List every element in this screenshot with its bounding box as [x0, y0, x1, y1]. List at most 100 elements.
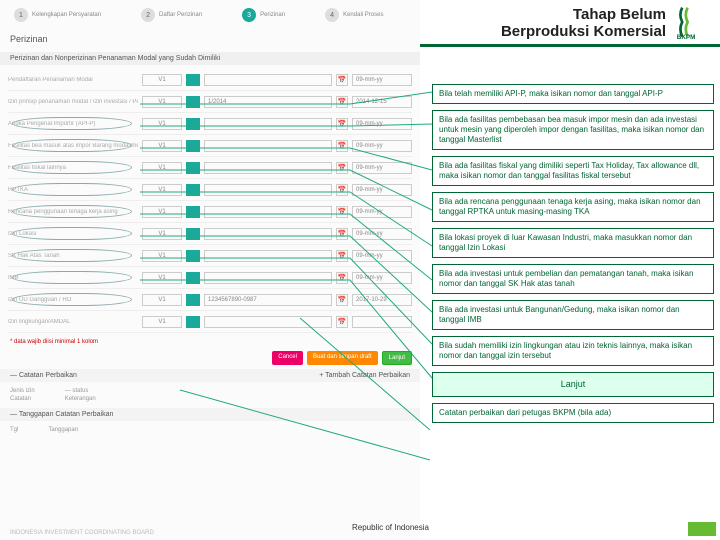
- row-select[interactable]: V1: [142, 250, 182, 262]
- calendar-icon[interactable]: 📅: [336, 96, 348, 108]
- calendar-icon[interactable]: 📅: [336, 294, 348, 306]
- lb2: Keterangan: [65, 396, 96, 402]
- form-row: SK Hak Atas TanahV1📅09-mm-yy: [8, 245, 412, 267]
- row-input[interactable]: 1/2014: [204, 96, 332, 108]
- ellipse-highlight: [12, 227, 132, 240]
- row-date[interactable]: 09-mm-yy: [352, 140, 412, 152]
- row-input[interactable]: [204, 206, 332, 218]
- lower-cols: Jenis izin Catatan — status Keterangan: [0, 382, 420, 408]
- form-row: Rencana penggunaan tenaga kerja asingV1📅…: [8, 201, 412, 223]
- row-date[interactable]: [352, 316, 412, 328]
- row-select[interactable]: V1: [142, 140, 182, 152]
- form-row: IMBV1📅09-mm-yy: [8, 267, 412, 289]
- form-buttons: Cancel Buat dan simpan draft Lanjut: [0, 347, 420, 369]
- row-date[interactable]: 09-mm-yy: [352, 162, 412, 174]
- row-date[interactable]: 09-mm-yy: [352, 272, 412, 284]
- row-search-button[interactable]: [186, 74, 200, 86]
- form-row: Izin lingkungan/AMDALV1📅: [8, 311, 412, 333]
- row-input[interactable]: [204, 118, 332, 130]
- cancel-button[interactable]: Cancel: [272, 351, 303, 365]
- lower-col-b: — status Keterangan: [65, 386, 96, 404]
- callout-2: Bila ada fasilitas pembebasan bea masuk …: [432, 110, 714, 150]
- form-row: Izin LokasiV1📅09-mm-yy: [8, 223, 412, 245]
- row-date[interactable]: 09-mm-yy: [352, 250, 412, 262]
- row-select[interactable]: V1: [142, 294, 182, 306]
- row-select[interactable]: V1: [142, 272, 182, 284]
- ellipse-highlight: [12, 271, 132, 284]
- row-date[interactable]: 09-mm-yy: [352, 118, 412, 130]
- row-search-button[interactable]: [186, 272, 200, 284]
- row-search-button[interactable]: [186, 184, 200, 196]
- row-select[interactable]: V1: [142, 228, 182, 240]
- stepper: 1Kelengkapan Persyaratan 2Daftar Perizin…: [0, 0, 420, 30]
- save-button[interactable]: Buat dan simpan draft: [307, 351, 378, 365]
- row-select[interactable]: V1: [142, 118, 182, 130]
- ellipse-highlight: [12, 205, 132, 218]
- row-search-button[interactable]: [186, 228, 200, 240]
- form-row: Izin UU Gangguan / HOV11234567890-0987📅2…: [8, 289, 412, 311]
- row-date[interactable]: 2014-12-15: [352, 96, 412, 108]
- row-select[interactable]: V1: [142, 184, 182, 196]
- row-input[interactable]: [204, 74, 332, 86]
- calendar-icon[interactable]: 📅: [336, 74, 348, 86]
- header: BKPM Tahap Belum Berproduksi Komersial: [420, 0, 720, 57]
- calendar-icon[interactable]: 📅: [336, 184, 348, 196]
- la1: Jenis izin: [10, 388, 35, 394]
- row-date[interactable]: 09-mm-yy: [352, 74, 412, 86]
- row-search-button[interactable]: [186, 316, 200, 328]
- row-search-button[interactable]: [186, 96, 200, 108]
- tanggapan-hdr: — Tanggapan Catatan Perbaikan: [0, 408, 420, 421]
- calendar-icon[interactable]: 📅: [336, 118, 348, 130]
- tgl: Tgl: [10, 427, 18, 433]
- row-select[interactable]: V1: [142, 316, 182, 328]
- row-select[interactable]: V1: [142, 96, 182, 108]
- calendar-icon[interactable]: 📅: [336, 316, 348, 328]
- row-date[interactable]: 09-mm-yy: [352, 228, 412, 240]
- next-button[interactable]: Lanjut: [382, 351, 412, 365]
- callout-3: Bila ada fasilitas fiskal yang dimiliki …: [432, 156, 714, 186]
- calendar-icon[interactable]: 📅: [336, 272, 348, 284]
- calendar-icon[interactable]: 📅: [336, 206, 348, 218]
- row-search-button[interactable]: [186, 294, 200, 306]
- row-select[interactable]: V1: [142, 74, 182, 86]
- row-input[interactable]: [204, 140, 332, 152]
- lower-col-a: Jenis izin Catatan: [10, 386, 35, 404]
- calendar-icon[interactable]: 📅: [336, 250, 348, 262]
- row-search-button[interactable]: [186, 250, 200, 262]
- row-select[interactable]: V1: [142, 162, 182, 174]
- callout-5: Bila lokasi proyek di luar Kawasan Indus…: [432, 228, 714, 258]
- row-search-button[interactable]: [186, 118, 200, 130]
- tang: — Tanggapan Catatan Perbaikan: [10, 411, 113, 418]
- row-date[interactable]: 09-mm-yy: [352, 184, 412, 196]
- row-search-button[interactable]: [186, 206, 200, 218]
- title-line2: Berproduksi Komersial: [420, 23, 666, 40]
- row-input[interactable]: [204, 184, 332, 196]
- row-search-button[interactable]: [186, 140, 200, 152]
- row-input[interactable]: [204, 250, 332, 262]
- row-date[interactable]: 2017-10-29: [352, 294, 412, 306]
- lower-headers: — Catatan Perbaikan + Tambah Catatan Per…: [0, 369, 420, 382]
- calendar-icon[interactable]: 📅: [336, 162, 348, 174]
- row-input[interactable]: [204, 162, 332, 174]
- ellipse-highlight: [12, 161, 132, 174]
- step-2: 2 Daftar Perizinan: [141, 8, 202, 22]
- row-input[interactable]: [204, 316, 332, 328]
- row-date[interactable]: 09-mm-yy: [352, 206, 412, 218]
- panel-title: Perizinan: [0, 30, 420, 48]
- row-input[interactable]: 1234567890-0987: [204, 294, 332, 306]
- callout-catatan: Catatan perbaikan dari petugas BKPM (bil…: [432, 403, 714, 423]
- step-2-num: 2: [141, 8, 155, 22]
- ellipse-highlight: [12, 293, 132, 306]
- tangg: Tanggapan: [48, 427, 78, 433]
- calendar-icon[interactable]: 📅: [336, 140, 348, 152]
- step-2-label: Daftar Perizinan: [159, 12, 202, 18]
- callout-lanjut: Lanjut: [432, 372, 714, 397]
- row-search-button[interactable]: [186, 162, 200, 174]
- calendar-icon[interactable]: 📅: [336, 228, 348, 240]
- row-input[interactable]: [204, 272, 332, 284]
- callout-6: Bila ada investasi untuk pembelian dan p…: [432, 264, 714, 294]
- ellipse-highlight: [12, 249, 132, 262]
- row-select[interactable]: V1: [142, 206, 182, 218]
- republic-label: Republic of Indonesia: [352, 523, 429, 532]
- row-input[interactable]: [204, 228, 332, 240]
